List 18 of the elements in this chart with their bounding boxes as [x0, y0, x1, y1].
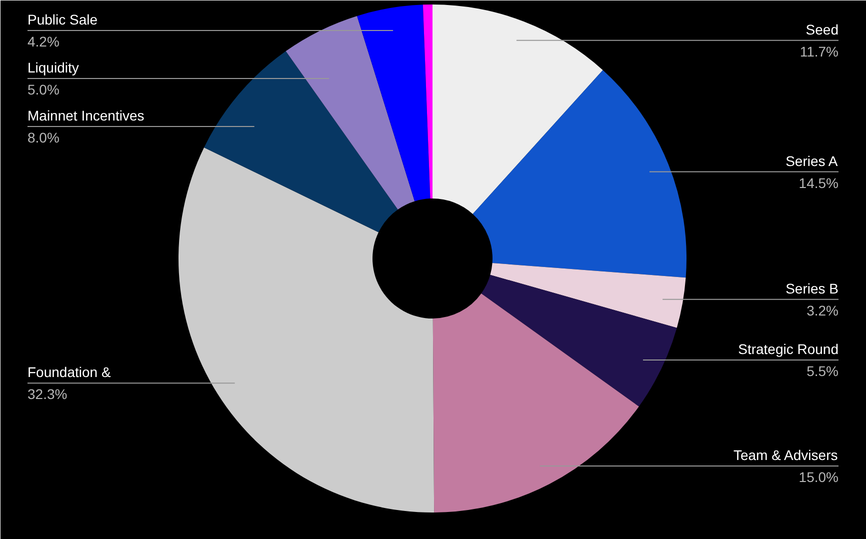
data-label: 15.0% — [798, 469, 839, 486]
data-label: 8.0% — [28, 130, 60, 146]
slice-label: Series A — [786, 152, 838, 169]
slice-label: Seed — [806, 21, 839, 38]
slice-label: Series B — [786, 280, 839, 296]
data-label: 3.2% — [806, 302, 839, 318]
data-label: 32.3% — [28, 386, 68, 402]
data-label: 4.2% — [28, 34, 60, 50]
data-label: 14.5% — [798, 174, 839, 191]
slice-label: Liquidity — [28, 60, 79, 76]
slice-label: Team & Advisers — [733, 447, 838, 464]
data-label: 5.5% — [806, 362, 839, 379]
data-label: 5.0% — [28, 82, 60, 98]
slice-label: Public Sale — [28, 12, 98, 28]
data-label: 11.7% — [800, 43, 839, 60]
slice-label: Mainnet Incentives — [28, 108, 144, 124]
slice-label: Strategic Round — [738, 340, 839, 357]
slice-label: Foundation & — [28, 364, 112, 380]
